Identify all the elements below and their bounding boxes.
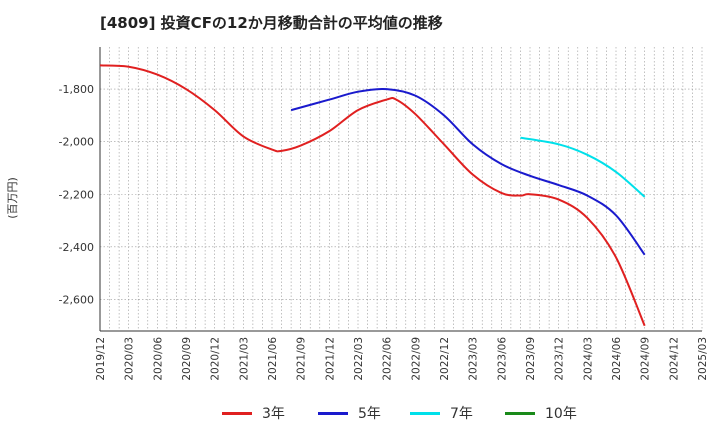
x-tick-label: 2024/09 [640,337,652,381]
y-tick-label: -1,800 [59,83,94,96]
legend-label: 10年 [545,406,577,422]
legend-label: 3年 [262,406,285,422]
x-tick-label: 2021/09 [296,337,308,381]
legend: 3年 5年 7年 10年 [0,403,720,427]
legend-item-5y: 5年 [318,403,381,423]
x-tick-label: 2022/06 [382,337,394,381]
x-tick-label: 2020/12 [210,337,222,381]
y-axis-unit-label: (百万円) [6,177,19,219]
x-tick-label: 2023/12 [554,337,566,381]
x-tick-label: 2020/03 [124,337,136,381]
legend-label: 7年 [450,406,473,422]
legend-label: 5年 [358,406,381,422]
x-tick-label: 2021/06 [267,337,279,381]
x-tick-label: 2021/12 [324,337,336,381]
plot-background [100,47,702,331]
x-tick-label: 2024/12 [668,337,680,381]
x-tick-label: 2020/06 [152,337,164,381]
legend-swatch [222,411,252,415]
legend-swatch [410,411,440,415]
series-line-7y [520,136,646,198]
x-tick-label: 2023/09 [525,337,537,381]
y-tick-label: -2,400 [59,241,94,254]
legend-swatch [505,411,535,415]
x-tick-label: 2022/12 [439,337,451,381]
y-tick-label: -2,200 [59,188,94,201]
legend-item-10y: 10年 [505,403,577,423]
x-tick-label: 2021/03 [238,337,250,381]
x-tick-label: 2023/06 [496,337,508,381]
chart-plot: -1,800 -2,000 -2,200 -2,400 -2,600 2019/12 202… [59,47,709,381]
y-tick-label: -2,600 [59,293,94,306]
legend-swatch [318,411,348,415]
series-line-5y [290,87,646,256]
x-tick-label: 2022/03 [353,337,365,381]
x-tick-label: 2023/03 [468,337,480,381]
legend-item-3y: 3年 [222,403,285,423]
series-line-3y [99,64,646,327]
x-tick-label: 2020/09 [181,337,193,381]
x-tick-label: 2024/06 [611,337,623,381]
chart-title: [4809] 投資CFの12か月移動合計の平均値の推移 [100,14,443,32]
y-unit-text: (百万円) [6,177,19,219]
x-tick-label: 2025/03 [697,337,709,381]
x-tick-label: 2019/12 [95,337,107,381]
legend-item-7y: 7年 [410,403,473,423]
x-tick-label: 2024/03 [582,337,594,381]
x-tick-label: 2022/09 [410,337,422,381]
y-tick-label: -2,000 [59,136,94,149]
